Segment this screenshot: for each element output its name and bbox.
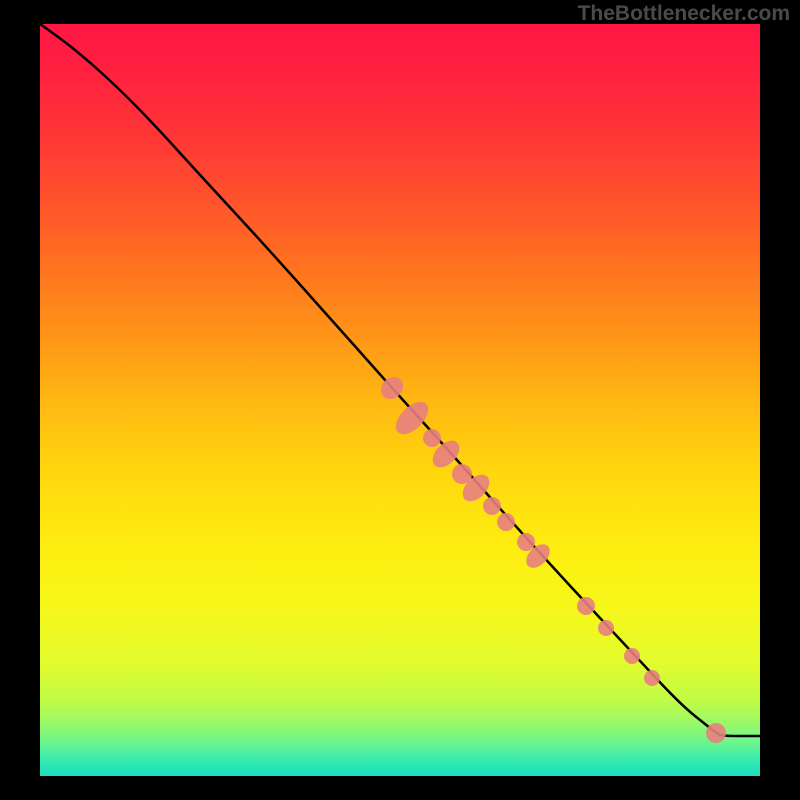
data-marker [644, 670, 660, 686]
data-marker [517, 533, 535, 551]
data-marker [423, 429, 441, 447]
data-marker [598, 620, 614, 636]
data-marker [483, 497, 501, 515]
data-marker [624, 648, 640, 664]
data-marker [497, 513, 515, 531]
plot-gradient-background [40, 24, 760, 776]
data-marker [577, 597, 595, 615]
data-marker [706, 723, 726, 743]
chart-container: TheBottlenecker.com [0, 0, 800, 800]
watermark-text: TheBottlenecker.com [578, 2, 790, 26]
chart-svg [0, 0, 800, 800]
